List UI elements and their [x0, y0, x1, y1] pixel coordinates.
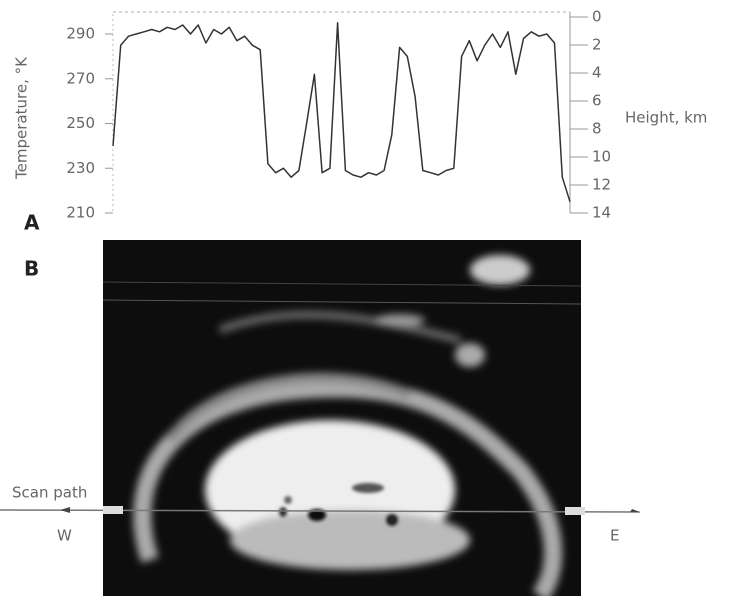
y2-axis-label: Height, km: [625, 109, 707, 127]
temperature-line: [113, 23, 570, 202]
y-tick-label: 270: [66, 69, 95, 87]
y2-tick-label: 8: [592, 120, 602, 138]
y2-tick-label: 0: [592, 8, 602, 26]
scan-path-label: Scan path: [12, 484, 87, 502]
y-tick-label: 230: [66, 159, 95, 177]
scan-marker: [565, 507, 585, 515]
y2-tick-label: 12: [592, 176, 611, 194]
y-tick-label: 290: [66, 25, 95, 43]
y2-tick-label: 2: [592, 36, 602, 54]
scan-marker: [103, 506, 123, 514]
y-tick-label: 210: [66, 204, 95, 222]
y2-tick-label: 14: [592, 204, 611, 222]
y2-tick-label: 4: [592, 64, 602, 82]
east-label: E: [610, 527, 619, 545]
plot-area: 210 230 250 270 290 0 2 4 6 8 10 12 14: [66, 8, 611, 222]
panel-label: B: [24, 257, 39, 281]
panel-label: A: [24, 211, 40, 235]
west-label: W: [57, 527, 72, 545]
y2-tick-label: 6: [592, 92, 602, 110]
y2-tick-label: 10: [592, 148, 611, 166]
y-axis-label: Temperature, °K: [13, 56, 31, 180]
y-tick-label: 250: [66, 114, 95, 132]
satellite-image: [103, 240, 581, 596]
figure: A Temperature, °K Height, km 21023025027…: [0, 0, 731, 596]
